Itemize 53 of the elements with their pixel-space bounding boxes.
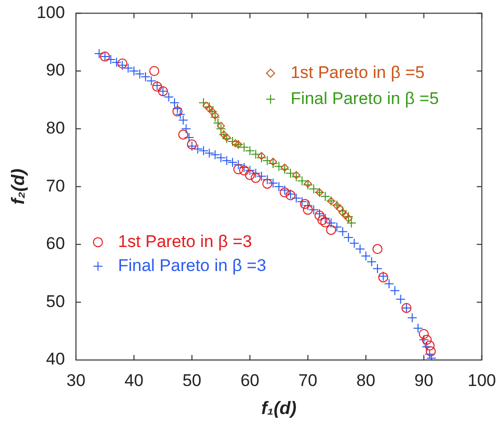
y-axis-title: f₂(d): [8, 168, 28, 205]
point: [418, 328, 429, 339]
x-tick-label: 50: [182, 370, 202, 390]
x-tick-label: 90: [414, 370, 434, 390]
y-tick-label: 100: [36, 2, 65, 22]
legend-label: Final Pareto in β =5: [290, 88, 439, 108]
legend-label: 1st Pareto in β =3: [118, 232, 252, 251]
point: [320, 217, 330, 228]
point: [269, 158, 278, 166]
y-tick-label: 70: [46, 176, 65, 196]
point: [233, 164, 244, 174]
y-tick-label: 60: [46, 234, 65, 254]
point: [262, 178, 272, 189]
x-tick-label: 80: [356, 370, 376, 390]
legend-label: 1st Pareto in β =5: [290, 62, 425, 82]
x-axis-title: f₁(d): [261, 398, 297, 418]
point: [149, 66, 160, 76]
x-tick-label: 30: [66, 370, 86, 390]
point: [172, 106, 182, 116]
y-tick-label: 40: [46, 350, 65, 369]
point: [205, 104, 214, 113]
point: [338, 208, 347, 217]
x-tick-label: 100: [468, 370, 496, 390]
point: [372, 244, 382, 254]
point: [342, 212, 350, 220]
point: [344, 214, 352, 222]
point: [317, 215, 328, 226]
point: [239, 165, 250, 176]
point: [211, 112, 220, 120]
y-tick-label: 50: [46, 292, 65, 311]
point: [250, 172, 261, 183]
x-tick-label: 70: [298, 370, 318, 390]
legend-label: Final Pareto in β =3: [118, 256, 266, 275]
x-tick-label: 40: [124, 370, 144, 390]
point: [422, 334, 432, 345]
point: [336, 204, 344, 213]
point: [216, 122, 225, 130]
point: [292, 171, 300, 180]
y-tick-label: 90: [46, 60, 65, 80]
point: [326, 224, 336, 235]
point: [257, 152, 266, 160]
point: [231, 139, 240, 148]
point: [424, 340, 435, 351]
point: [222, 133, 231, 142]
point: [244, 170, 255, 180]
point: [178, 130, 188, 140]
point: [280, 164, 289, 172]
x-tick-label: 60: [240, 370, 260, 390]
point: [202, 102, 210, 110]
y-tick-label: 80: [46, 118, 65, 138]
point: [300, 198, 310, 209]
point: [302, 204, 313, 215]
point: [426, 346, 436, 356]
